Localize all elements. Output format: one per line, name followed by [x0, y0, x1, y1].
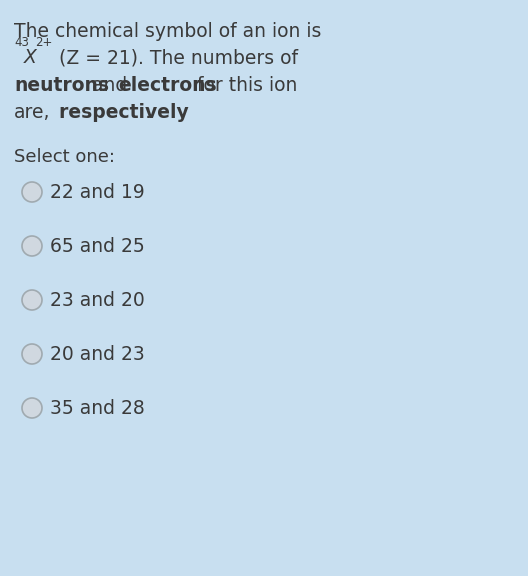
Text: 23 and 20: 23 and 20	[50, 290, 145, 309]
Text: for this ion: for this ion	[191, 76, 297, 95]
Text: The chemical symbol of an ion is: The chemical symbol of an ion is	[14, 22, 322, 41]
Text: 20 and 23: 20 and 23	[50, 344, 145, 363]
Ellipse shape	[22, 236, 42, 256]
Text: 2+: 2+	[35, 36, 52, 49]
Ellipse shape	[22, 182, 42, 202]
Ellipse shape	[22, 290, 42, 310]
Text: neutrons: neutrons	[14, 76, 109, 95]
Ellipse shape	[22, 398, 42, 418]
Text: electrons: electrons	[118, 76, 216, 95]
Text: (Z = 21). The numbers of: (Z = 21). The numbers of	[53, 48, 298, 67]
Text: and: and	[86, 76, 133, 95]
Text: :: :	[145, 103, 152, 122]
Text: are,: are,	[14, 103, 51, 122]
Text: 65 and 25: 65 and 25	[50, 237, 145, 256]
Ellipse shape	[22, 344, 42, 364]
Text: respectively: respectively	[46, 103, 188, 122]
Text: Select one:: Select one:	[14, 148, 115, 166]
Text: 35 and 28: 35 and 28	[50, 399, 145, 418]
Text: 43: 43	[14, 36, 29, 49]
Text: X: X	[24, 48, 37, 67]
Text: 22 and 19: 22 and 19	[50, 183, 145, 202]
